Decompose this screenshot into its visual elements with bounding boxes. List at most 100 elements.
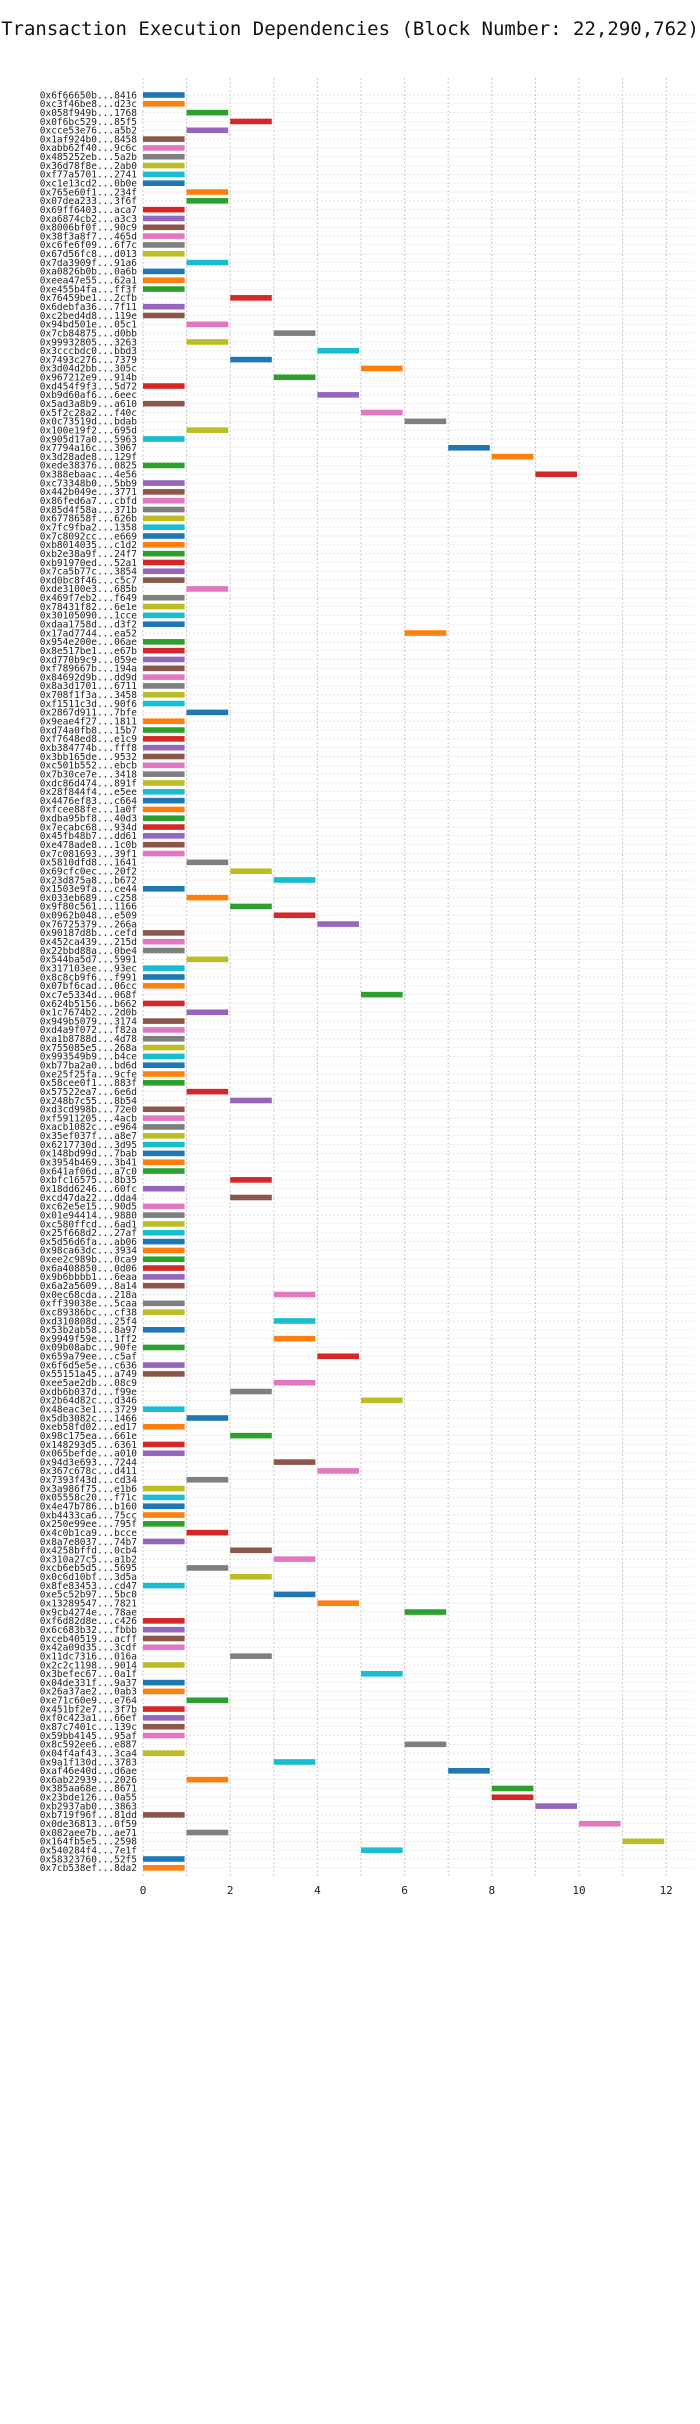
tx-bar	[186, 427, 229, 433]
tx-label: 0x7393f43d...cd34	[40, 1475, 138, 1486]
tx-bar	[143, 480, 185, 486]
tx-label: 0x17ad7744...ea52	[40, 628, 137, 639]
tx-label: 0x7cb538ef...8da2	[40, 1863, 137, 1874]
tx-bar	[143, 824, 185, 830]
tx-bar	[143, 612, 185, 619]
tx-bar	[143, 1247, 185, 1254]
tx-bar	[143, 224, 185, 231]
tx-bar	[143, 771, 185, 777]
tx-label: 0x42a09d35...3cdf	[40, 1643, 137, 1654]
tx-bar	[143, 1168, 185, 1174]
tx-bar	[230, 1194, 272, 1201]
tx-label: 0x7b30ce7e...3418	[40, 769, 138, 780]
tx-bar	[230, 1547, 272, 1554]
tx-bar	[273, 1335, 316, 1342]
tx-label: 0xc73348b0...5bb9	[40, 478, 138, 489]
tx-label: 0xa1b8788d...4d78	[40, 1034, 138, 1045]
tx-label: 0x6a408850...0d06	[40, 1263, 138, 1274]
tx-bar	[448, 445, 490, 451]
tx-label: 0xfcee88fe...1a0f	[40, 805, 137, 816]
tx-label: 0xdba95bf8...40d3	[40, 814, 137, 825]
tx-label: 0x5f2c28a2...f40c	[40, 408, 137, 419]
tx-bar	[230, 295, 272, 301]
tx-bar	[186, 198, 229, 204]
tx-bar	[143, 1053, 185, 1060]
tx-bar	[143, 1132, 185, 1139]
tx-bar	[230, 1177, 272, 1183]
tx-label: 0x4c0b1ca9...bcce	[40, 1528, 138, 1539]
tx-label: 0x2b64d82c...d346	[40, 1396, 138, 1407]
tx-label: 0x6217730d...3d95	[40, 1140, 137, 1151]
tx-label: 0xee2c989b...0ca9	[40, 1255, 138, 1266]
tx-bar	[143, 683, 185, 689]
tx-bar	[143, 815, 185, 822]
tx-bar	[143, 947, 185, 954]
tx-bar	[143, 639, 185, 645]
tx-bar	[143, 559, 185, 566]
tx-label: 0xb719f96f...81dd	[40, 1810, 137, 1821]
tx-label: 0x7ca5b77c...3854	[40, 567, 138, 578]
tx-label: 0xf0c423a1...66ef	[40, 1713, 137, 1724]
tx-bar	[143, 1115, 185, 1121]
tx-label: 0xdb6b037d...f99e	[40, 1387, 138, 1398]
tx-label: 0x99932805...3263	[40, 337, 137, 348]
tx-label: 0xde3100e3...685b	[40, 584, 138, 595]
tx-label: 0x5810dfd8...1641	[40, 858, 138, 869]
tx-label: 0x45fb48b7...dd61	[40, 831, 138, 842]
tx-bar	[143, 1344, 185, 1351]
tx-label: 0xb4433ca6...75cc	[40, 1510, 137, 1521]
tx-bar	[361, 365, 403, 372]
tx-bar	[143, 1485, 185, 1492]
tx-bar	[491, 453, 534, 460]
tx-label: 0x53b2ab58...8a97	[40, 1325, 137, 1336]
tx-label: 0x993549b9...b4ce	[40, 1052, 138, 1063]
tx-label: 0xf7648ed8...e1c9	[40, 734, 138, 745]
tx-label: 0xd310808d...25f4	[40, 1316, 138, 1327]
tx-bar	[143, 1106, 185, 1113]
tx-label: 0x8a7e8037...74b7	[40, 1537, 137, 1548]
tx-bar	[143, 1618, 185, 1624]
tx-label: 0x7fc9fba2...1358	[40, 522, 138, 533]
tx-label: 0xeb58fd02...ed17	[40, 1422, 137, 1433]
tx-bar	[143, 965, 185, 971]
tx-label: 0x8c592ee6...e887	[40, 1740, 137, 1751]
tx-bar	[143, 1035, 185, 1042]
tx-bar	[317, 392, 359, 398]
tx-bar	[273, 1459, 316, 1465]
tx-bar	[273, 1379, 316, 1386]
tx-bar	[143, 1274, 185, 1280]
tx-bar	[143, 833, 185, 839]
tx-bar	[273, 912, 316, 919]
tx-bar	[186, 1565, 229, 1571]
tx-bar	[143, 1327, 185, 1333]
tx-label: 0x6f66650b...8416	[40, 90, 138, 101]
tx-bar	[404, 1609, 447, 1615]
tx-bar	[143, 436, 185, 442]
tx-label: 0x442b049e...3771	[40, 487, 138, 498]
tx-bar	[143, 153, 185, 160]
tx-bar	[143, 1071, 185, 1077]
tx-label: 0x90187d8b...cefd	[40, 928, 137, 939]
tx-bar	[143, 1450, 185, 1457]
tx-label: 0x148bd99d...7bab	[40, 1149, 138, 1160]
tx-label: 0x540284f4...7e1f	[40, 1845, 137, 1856]
tx-bar	[186, 1829, 229, 1836]
tx-bar	[143, 1662, 185, 1668]
tx-label: 0x5ad3a8b9...a610	[40, 399, 138, 410]
tx-label: 0x94d3e693...7244	[40, 1457, 138, 1468]
tx-label: 0x04de331f...9a37	[40, 1678, 137, 1689]
tx-label: 0xabb62f40...9c6c	[40, 143, 137, 154]
tx-label: 0x8006bf0f...90c9	[40, 223, 138, 234]
tx-label: 0x58323760...52f5	[40, 1854, 137, 1865]
tx-label: 0x148293d5...6361	[40, 1440, 138, 1451]
tx-bar	[143, 850, 185, 857]
tx-bar	[143, 718, 185, 725]
tx-label: 0xbfc16575...8b35	[40, 1175, 137, 1186]
tx-bar	[143, 1503, 185, 1509]
tx-bar	[230, 1388, 272, 1395]
tx-bar	[143, 568, 185, 575]
tx-bar	[230, 1653, 272, 1659]
tx-bar	[230, 903, 272, 910]
tx-bar	[143, 524, 185, 530]
